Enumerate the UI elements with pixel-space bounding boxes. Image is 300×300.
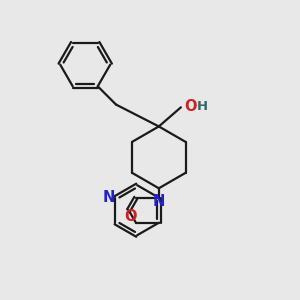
Text: N: N <box>153 194 165 208</box>
Text: O: O <box>185 99 197 114</box>
Text: H: H <box>196 100 208 113</box>
Text: N: N <box>103 190 115 205</box>
Text: O: O <box>124 209 136 224</box>
